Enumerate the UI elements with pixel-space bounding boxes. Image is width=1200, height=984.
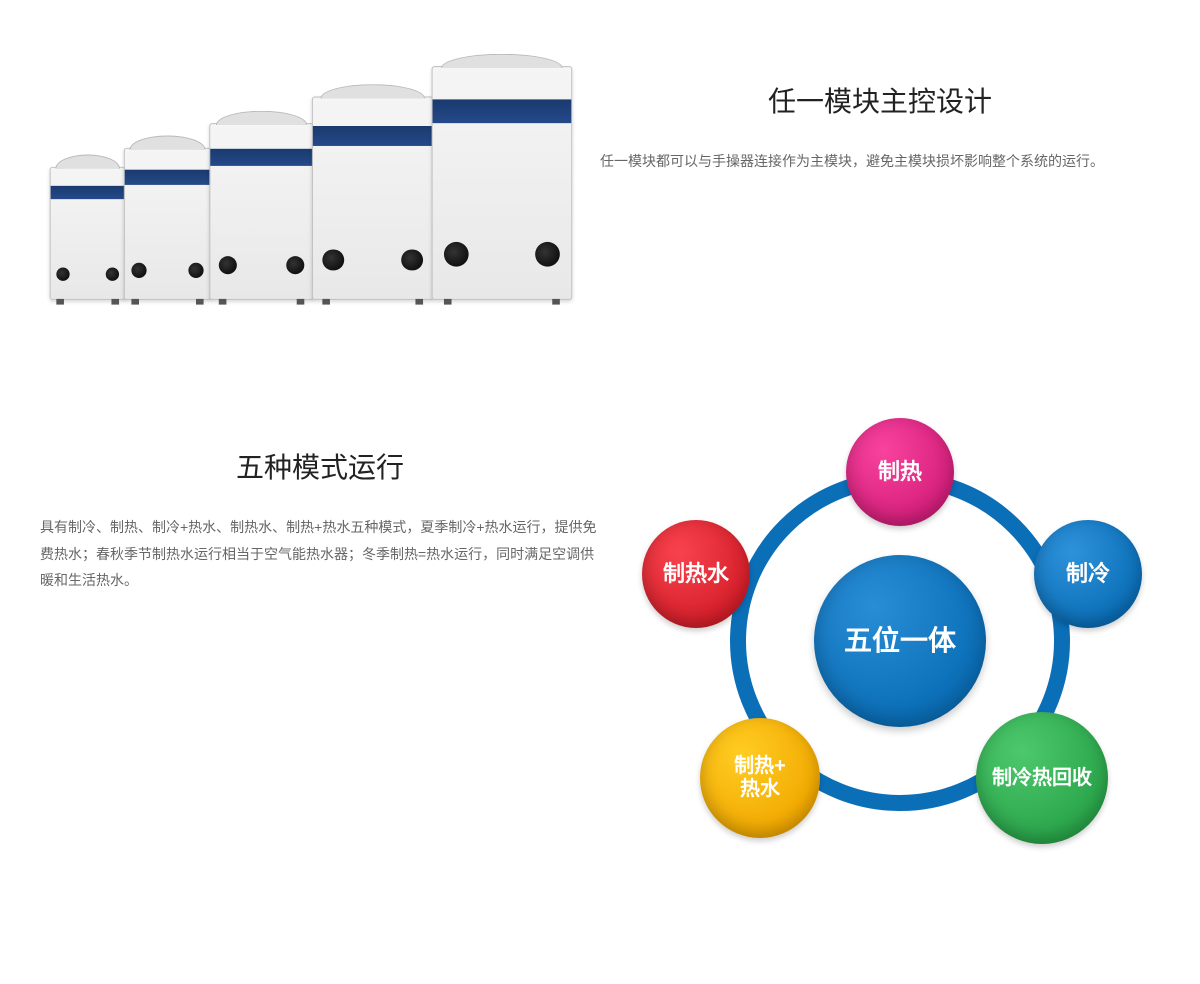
section1-text: 任一模块主控设计 任一模块都可以与手操器连接作为主模块，避免主模块损坏影响整个系…: [590, 60, 1170, 195]
diagram-node-heating: 制热: [846, 418, 954, 526]
hvac-image: [30, 60, 590, 306]
section2-text: 五种模式运行 具有制冷、制热、制冷+热水、制热水、制热+热水五种模式，夏季制冷+…: [30, 426, 610, 614]
hvac-unit: [432, 66, 573, 300]
hvac-unit: [50, 167, 126, 300]
section1-desc: 任一模块都可以与手操器连接作为主模块，避免主模块损坏影响整个系统的运行。: [600, 148, 1160, 175]
section2-heading: 五种模式运行: [40, 446, 600, 486]
diagram-hub: 五位一体: [814, 555, 986, 727]
hvac-unit: [209, 123, 314, 300]
diagram-node-cooling: 制冷: [1034, 520, 1142, 628]
section1-heading: 任一模块主控设计: [600, 80, 1160, 120]
section-module-master: 任一模块主控设计 任一模块都可以与手操器连接作为主模块，避免主模块损坏影响整个系…: [0, 0, 1200, 346]
section-five-modes: 五种模式运行 具有制冷、制热、制冷+热水、制热水、制热+热水五种模式，夏季制冷+…: [0, 346, 1200, 886]
diagram-node-heat_hw: 制热+ 热水: [700, 718, 820, 838]
diagram-node-coolrec: 制冷热回收: [976, 712, 1108, 844]
diagram-node-hotwater: 制热水: [642, 520, 750, 628]
section2-desc: 具有制冷、制热、制冷+热水、制热水、制热+热水五种模式，夏季制冷+热水运行，提供…: [40, 514, 600, 594]
hvac-unit: [312, 97, 434, 300]
hvac-unit: [124, 148, 211, 300]
five-modes-diagram: 五位一体制热制冷制冷热回收制热+ 热水制热水: [610, 426, 1170, 846]
